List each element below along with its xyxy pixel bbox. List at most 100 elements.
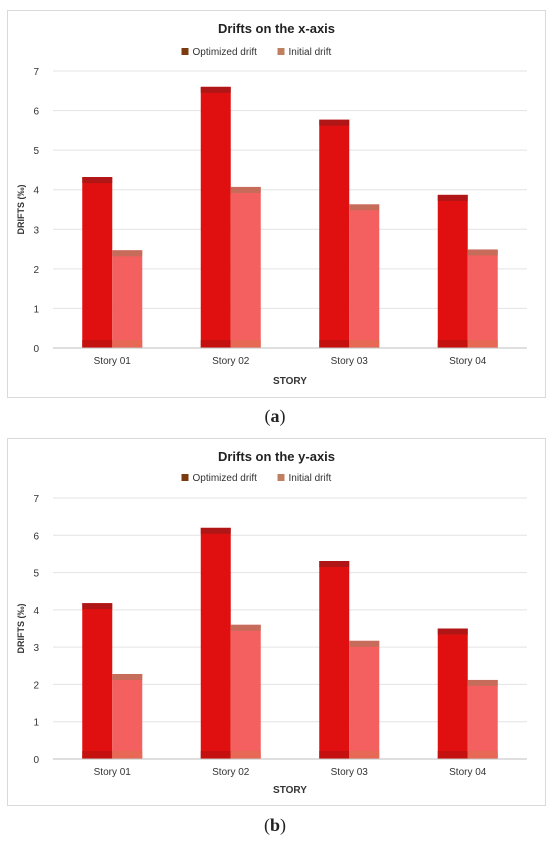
x-tick-label: Story 02 [212, 767, 250, 778]
chart-title: Drifts on the x-axis [218, 21, 335, 36]
bar-optimized-3 [319, 119, 350, 349]
x-tick-label: Story 04 [449, 767, 487, 778]
y-tick-label: 4 [33, 186, 39, 197]
bar-initial-1 [112, 673, 143, 759]
bar-initial-3 [349, 640, 380, 759]
bar-base [230, 340, 261, 348]
bar-base [319, 340, 350, 348]
legend: Optimized drift Initial drift [181, 47, 332, 58]
y-tick-label: 4 [33, 606, 39, 617]
bar-base [112, 340, 143, 348]
caption-a-letter: a [270, 406, 280, 426]
bar-optimized-2 [200, 527, 231, 759]
bar-cap [319, 561, 350, 568]
y-tick-label: 3 [33, 225, 39, 236]
caption-a: (a) [264, 406, 286, 426]
bar-cap [112, 673, 143, 680]
bar-optimized-4 [437, 628, 468, 759]
bar-base [82, 340, 113, 348]
y-tick-label: 5 [33, 569, 39, 580]
bar-initial-1 [112, 250, 143, 348]
bar-base [230, 751, 261, 759]
y-axis-label: DRIFTS (‰) [16, 185, 26, 235]
chart-panel-b: Drifts on the y-axis Optimized drift Initi… [7, 438, 546, 806]
bar-cap [230, 624, 261, 631]
legend-label-1: Initial drift [289, 47, 332, 58]
bar-fill [467, 679, 498, 759]
y-tick-label: 0 [33, 344, 39, 355]
bar-base [467, 340, 498, 348]
legend-label-1: Initial drift [289, 473, 332, 484]
bar-cap [467, 249, 498, 256]
bar-cap [82, 603, 113, 610]
bar-fill [200, 527, 231, 759]
y-tick-label: 1 [33, 304, 39, 315]
x-tick-label: Story 03 [331, 767, 369, 778]
y-tick-label: 2 [33, 680, 39, 691]
y-tick-label: 7 [33, 67, 39, 78]
drift-chart-y: Drifts on the y-axis Optimized drift Initi… [16, 449, 527, 796]
legend-swatch-1 [277, 48, 285, 55]
bar-fill [349, 204, 380, 348]
bar-cap [200, 86, 231, 93]
legend-swatch-0 [181, 474, 189, 481]
bar-fill [349, 640, 380, 759]
bar-optimized-1 [82, 603, 113, 759]
bar-base [437, 340, 468, 348]
y-axis-label: DRIFTS (‰) [16, 604, 26, 654]
chart-panel-a: Drifts on the x-axis Optimized drift Initi… [7, 10, 546, 398]
bar-optimized-4 [437, 194, 468, 348]
y-tick-label: 0 [33, 755, 39, 766]
bar-base [467, 751, 498, 759]
y-tick-label: 6 [33, 531, 39, 542]
bar-fill [319, 561, 350, 759]
bar-cap [437, 194, 468, 201]
bar-cap [82, 177, 113, 184]
bar-base [200, 340, 231, 348]
x-tick-label: Story 01 [94, 767, 132, 778]
legend-label-0: Optimized drift [193, 47, 258, 58]
bar-cap [349, 204, 380, 211]
bar-base [349, 340, 380, 348]
bar-initial-2 [230, 186, 261, 348]
bar-base [112, 751, 143, 759]
legend-swatch-0 [181, 48, 189, 55]
bar-cap [200, 527, 231, 534]
bar-fill [230, 186, 261, 348]
bar-optimized-1 [82, 177, 113, 348]
bar-fill [230, 624, 261, 759]
y-tick-label: 3 [33, 643, 39, 654]
y-tick-label: 2 [33, 265, 39, 276]
bar-base [82, 751, 113, 759]
bar-fill [437, 628, 468, 759]
y-tick-label: 5 [33, 146, 39, 157]
bar-optimized-3 [319, 561, 350, 759]
caption-b-letter: b [269, 815, 280, 835]
bar-fill [467, 249, 498, 348]
caption-b: (b) [263, 815, 286, 835]
bar-base [319, 751, 350, 759]
x-tick-label: Story 04 [449, 356, 487, 367]
x-axis-label: STORY [273, 785, 307, 796]
x-tick-label: Story 03 [331, 356, 369, 367]
bar-fill [82, 177, 113, 348]
x-tick-label: Story 02 [212, 356, 250, 367]
bar-initial-2 [230, 624, 261, 759]
bar-fill [112, 250, 143, 348]
bar-initial-3 [349, 204, 380, 348]
bar-initial-4 [467, 249, 498, 348]
bar-fill [82, 603, 113, 759]
bar-cap [349, 640, 380, 647]
bar-fill [437, 194, 468, 348]
bar-initial-4 [467, 679, 498, 759]
legend: Optimized drift Initial drift [181, 473, 332, 484]
bar-base [200, 751, 231, 759]
drift-chart-x: Drifts on the x-axis Optimized drift Initi… [16, 21, 527, 387]
bar-fill [112, 673, 143, 759]
bar-cap [112, 250, 143, 257]
bar-optimized-2 [200, 86, 231, 348]
bar-fill [200, 86, 231, 348]
y-tick-label: 7 [33, 494, 39, 505]
bar-cap [437, 628, 468, 635]
y-tick-label: 1 [33, 718, 39, 729]
